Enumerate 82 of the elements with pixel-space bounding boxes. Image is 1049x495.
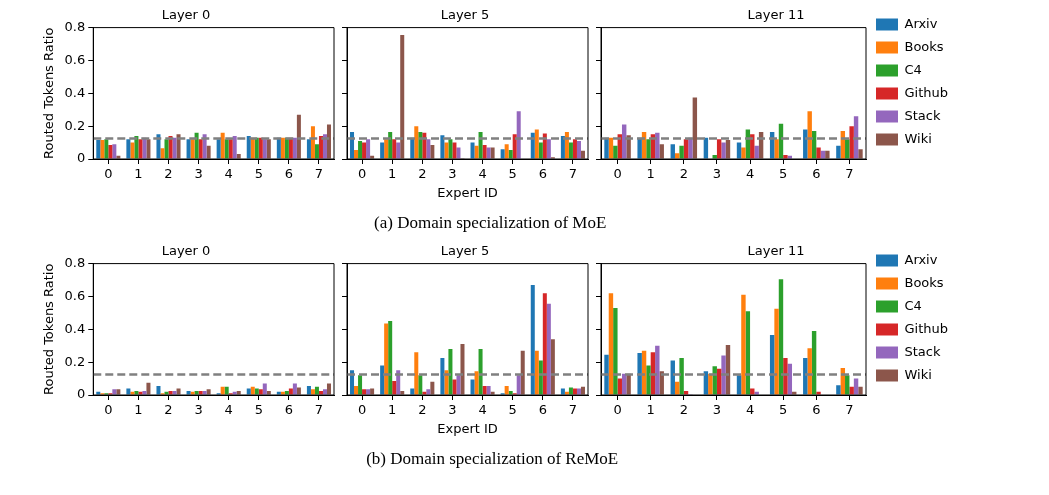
x-tick-label: 7: [845, 402, 854, 418]
text: (b) Domain specialization of ReMoE: [366, 449, 619, 469]
x-tick-label: 0: [104, 166, 113, 182]
x-tick-label: 1: [134, 166, 143, 182]
y-axis-title: Routed Tokens Ratio: [41, 27, 57, 159]
legend-label: Github: [904, 84, 949, 100]
chart-title: Layer 0: [161, 243, 211, 259]
y-tick-label: 0: [76, 386, 86, 402]
x-tick-label: 4: [478, 402, 487, 418]
x-tick-label: 0: [613, 166, 622, 182]
x-tick-label: 3: [712, 402, 722, 418]
y-tick-label: 0.8: [64, 254, 86, 270]
x-tick-label: 5: [779, 402, 788, 418]
legend-label: C4: [904, 297, 922, 313]
legend-label: Arxiv: [904, 15, 938, 31]
x-tick-label: 2: [418, 402, 427, 418]
x-tick-label: 1: [134, 402, 143, 418]
chart-title: Layer 0: [161, 7, 211, 23]
y-tick-label: 0.6: [64, 287, 86, 303]
x-tick-label: 3: [194, 166, 203, 182]
x-tick-label: 2: [679, 166, 688, 182]
x-tick-label: 2: [164, 402, 173, 418]
x-tick-label: 0: [613, 402, 622, 418]
x-tick-label: 1: [388, 166, 397, 182]
x-tick-label: 2: [679, 402, 688, 418]
x-tick-label: 2: [418, 166, 427, 182]
x-tick-label: 7: [314, 402, 324, 418]
x-tick-label: 4: [224, 402, 233, 418]
y-tick-label: 0.2: [64, 353, 86, 369]
x-tick-label: 6: [284, 166, 293, 182]
legend-label: Wiki: [904, 130, 932, 146]
x-tick-label: 6: [812, 166, 821, 182]
x-tick-label: 6: [538, 402, 547, 418]
y-tick-label: 0.8: [64, 18, 86, 34]
x-tick-label: 7: [845, 166, 854, 182]
y-tick-label: 0.2: [64, 117, 86, 133]
x-tick-label: 3: [448, 166, 457, 182]
x-tick-label: 7: [568, 402, 578, 418]
chart-title: Layer 11: [747, 7, 805, 23]
x-tick-label: 4: [745, 402, 755, 418]
legend-label: Wiki: [904, 366, 932, 382]
y-axis-title: Routed Tokens Ratio: [41, 263, 57, 395]
x-tick-label: 3: [448, 402, 457, 418]
x-tick-label: 1: [646, 402, 655, 418]
chart-title: Layer 5: [440, 7, 490, 23]
x-tick-label: 6: [284, 402, 293, 418]
y-tick-label: 0: [76, 150, 86, 166]
x-tick-label: 7: [568, 166, 578, 182]
x-tick-label: 7: [314, 166, 324, 182]
x-tick-label: 4: [745, 166, 755, 182]
x-tick-label: 5: [508, 402, 517, 418]
legend-label: Stack: [904, 107, 941, 123]
legend-label: Arxiv: [904, 251, 938, 267]
x-axis-title: Expert ID: [437, 420, 498, 436]
x-tick-label: 5: [779, 166, 788, 182]
x-tick-label: 3: [194, 402, 203, 418]
x-tick-label: 5: [508, 166, 517, 182]
legend-label: Books: [904, 274, 944, 290]
chart-title: Layer 11: [747, 243, 805, 259]
legend-label: Stack: [904, 343, 941, 359]
x-axis-title: Expert ID: [437, 184, 498, 200]
x-tick-label: 3: [712, 166, 722, 182]
y-tick-label: 0.4: [64, 320, 86, 336]
legend-label: Books: [904, 38, 944, 54]
x-tick-label: 1: [388, 402, 397, 418]
x-tick-label: 5: [254, 166, 263, 182]
y-tick-label: 0.4: [64, 84, 86, 100]
x-tick-label: 5: [254, 402, 263, 418]
text: (a) Domain specialization of MoE: [374, 213, 607, 233]
chart-title: Layer 5: [440, 243, 490, 259]
x-tick-label: 0: [357, 402, 367, 418]
x-tick-label: 1: [646, 166, 655, 182]
x-tick-label: 4: [224, 166, 233, 182]
x-tick-label: 4: [478, 166, 487, 182]
legend-label: Github: [904, 320, 949, 336]
x-tick-label: 0: [104, 402, 113, 418]
y-tick-label: 0.6: [64, 51, 86, 67]
legend-label: C4: [904, 61, 922, 77]
x-tick-label: 2: [164, 166, 173, 182]
x-tick-label: 0: [357, 166, 367, 182]
x-tick-label: 6: [812, 402, 821, 418]
x-tick-label: 6: [538, 166, 547, 182]
